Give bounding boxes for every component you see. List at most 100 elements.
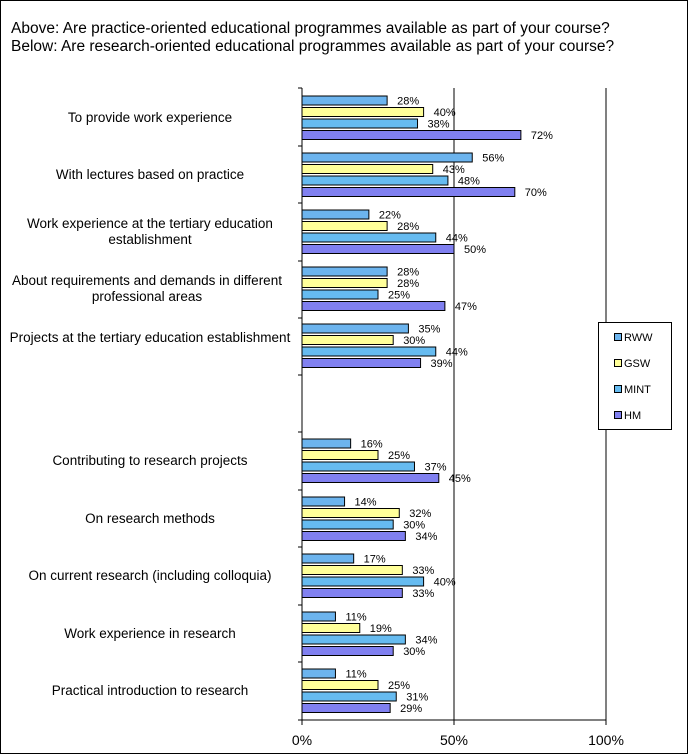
bar-mint-8: [301, 634, 406, 645]
bar-mint-2: [301, 232, 437, 243]
bar-gsw-0: [301, 107, 425, 117]
value-label-rww-8: 11%: [345, 612, 366, 624]
x-tick-label-2: 100%: [588, 732, 624, 748]
title-below: Below: Are research-oriented educational…: [11, 38, 615, 55]
bar-gsw-9: [301, 680, 379, 690]
bar-gsw-7: [301, 565, 403, 575]
value-label-gsw-6: 32%: [409, 508, 431, 520]
bar-gsw-4: [301, 335, 394, 345]
value-label-hm-0: 72%: [531, 130, 553, 142]
bar-hm-4: [301, 358, 422, 368]
bar-mint-9: [301, 691, 397, 702]
category-label-0: To provide work experience: [67, 109, 233, 125]
bar-rww-6: [301, 496, 346, 507]
value-label-mint-6: 30%: [403, 520, 425, 532]
bar-hm-3: [301, 301, 446, 311]
bar-mint-5: [301, 461, 415, 472]
legend-label-gsw: GSW: [624, 358, 651, 370]
value-label-gsw-8: 19%: [370, 623, 392, 635]
value-label-rww-4: 35%: [418, 324, 440, 336]
bar-rww-8: [301, 611, 336, 622]
legend-swatch-hm: [614, 411, 622, 420]
bar-hm-1: [301, 187, 516, 197]
bar-rww-3: [301, 266, 388, 277]
legend-swatch-mint: [614, 385, 622, 394]
value-label-hm-1: 70%: [525, 187, 547, 199]
legend-item-rww: RWW: [614, 332, 653, 344]
value-label-mint-8: 34%: [415, 635, 437, 647]
value-label-gsw-3: 28%: [397, 278, 419, 290]
category-label-6: On research methods: [85, 510, 215, 526]
bar-hm-6: [301, 531, 406, 541]
bar-mint-0: [301, 118, 419, 129]
x-tick-label-1: 50%: [440, 732, 468, 748]
bar-rww-2: [301, 209, 370, 220]
value-label-rww-5: 16%: [361, 439, 383, 451]
bar-rww-4: [301, 323, 409, 334]
value-label-mint-7: 40%: [434, 577, 456, 589]
legend-label-rww: RWW: [624, 332, 653, 344]
bar-gsw-5: [301, 450, 379, 460]
category-label-9: Practical introduction to research: [51, 682, 249, 698]
bar-mint-3: [301, 289, 379, 300]
category-label-5: Contributing to research projects: [52, 452, 248, 468]
bar-gsw-8: [301, 623, 361, 633]
bar-rww-1: [301, 152, 473, 163]
legend-swatch-rww: [614, 333, 622, 342]
value-label-hm-7: 33%: [412, 588, 434, 600]
legend: RWW GSW MINT HM: [598, 322, 672, 430]
value-label-rww-6: 14%: [355, 497, 377, 509]
legend-item-mint: MINT: [614, 384, 651, 396]
value-label-mint-2: 44%: [446, 233, 468, 245]
title-above: Above: Are practice-oriented educational…: [11, 20, 610, 37]
bar-hm-8: [301, 646, 394, 656]
bar-hm-7: [301, 588, 403, 598]
bar-mint-4: [301, 346, 437, 357]
value-label-hm-2: 50%: [464, 244, 486, 256]
legend-swatch-gsw: [614, 359, 622, 368]
bar-gsw-3: [301, 278, 388, 288]
legend-item-hm: HM: [614, 410, 641, 422]
category-label-2: Work experience at the tertiary educatio…: [27, 215, 273, 247]
value-label-gsw-7: 33%: [412, 565, 434, 577]
value-label-hm-6: 34%: [415, 531, 437, 543]
bar-gsw-6: [301, 508, 400, 518]
value-label-hm-3: 47%: [455, 301, 477, 313]
value-label-rww-2: 22%: [379, 210, 401, 222]
value-label-mint-0: 38%: [428, 119, 450, 131]
value-label-rww-7: 17%: [364, 554, 386, 566]
value-label-gsw-1: 43%: [443, 164, 465, 176]
bar-gsw-1: [301, 164, 434, 174]
value-label-mint-1: 48%: [458, 176, 480, 188]
value-label-gsw-2: 28%: [397, 221, 419, 233]
bar-gsw-2: [301, 221, 388, 231]
bar-hm-0: [301, 130, 522, 140]
value-label-rww-0: 28%: [397, 96, 419, 108]
bar-mint-7: [301, 576, 425, 587]
legend-label-hm: HM: [624, 410, 642, 422]
value-label-rww-3: 28%: [397, 267, 419, 279]
legend-label-mint: MINT: [624, 384, 651, 396]
bar-rww-5: [301, 438, 352, 449]
value-label-hm-8: 30%: [403, 646, 425, 658]
value-label-mint-9: 31%: [406, 692, 428, 704]
value-label-rww-9: 11%: [345, 669, 366, 681]
category-label-7: On current research (including colloquia…: [28, 567, 272, 583]
bar-hm-2: [301, 244, 455, 254]
bar-mint-1: [301, 175, 449, 186]
value-label-mint-4: 44%: [446, 347, 468, 359]
bar-hm-5: [301, 473, 440, 483]
value-label-gsw-9: 25%: [388, 680, 410, 692]
value-label-gsw-0: 40%: [434, 107, 456, 119]
value-label-mint-3: 25%: [388, 290, 410, 302]
category-label-3: About requirements and demands in differ…: [12, 272, 282, 304]
legend-item-gsw: GSW: [614, 358, 650, 370]
category-label-1: With lectures based on practice: [55, 166, 245, 182]
category-label-8: Work experience in research: [64, 625, 236, 641]
x-tick-label-0: 0%: [292, 732, 312, 748]
bar-rww-9: [301, 668, 336, 679]
value-label-gsw-5: 25%: [388, 450, 410, 462]
bar-mint-6: [301, 519, 394, 530]
category-label-4: Projects at the tertiary education estab…: [9, 329, 291, 345]
